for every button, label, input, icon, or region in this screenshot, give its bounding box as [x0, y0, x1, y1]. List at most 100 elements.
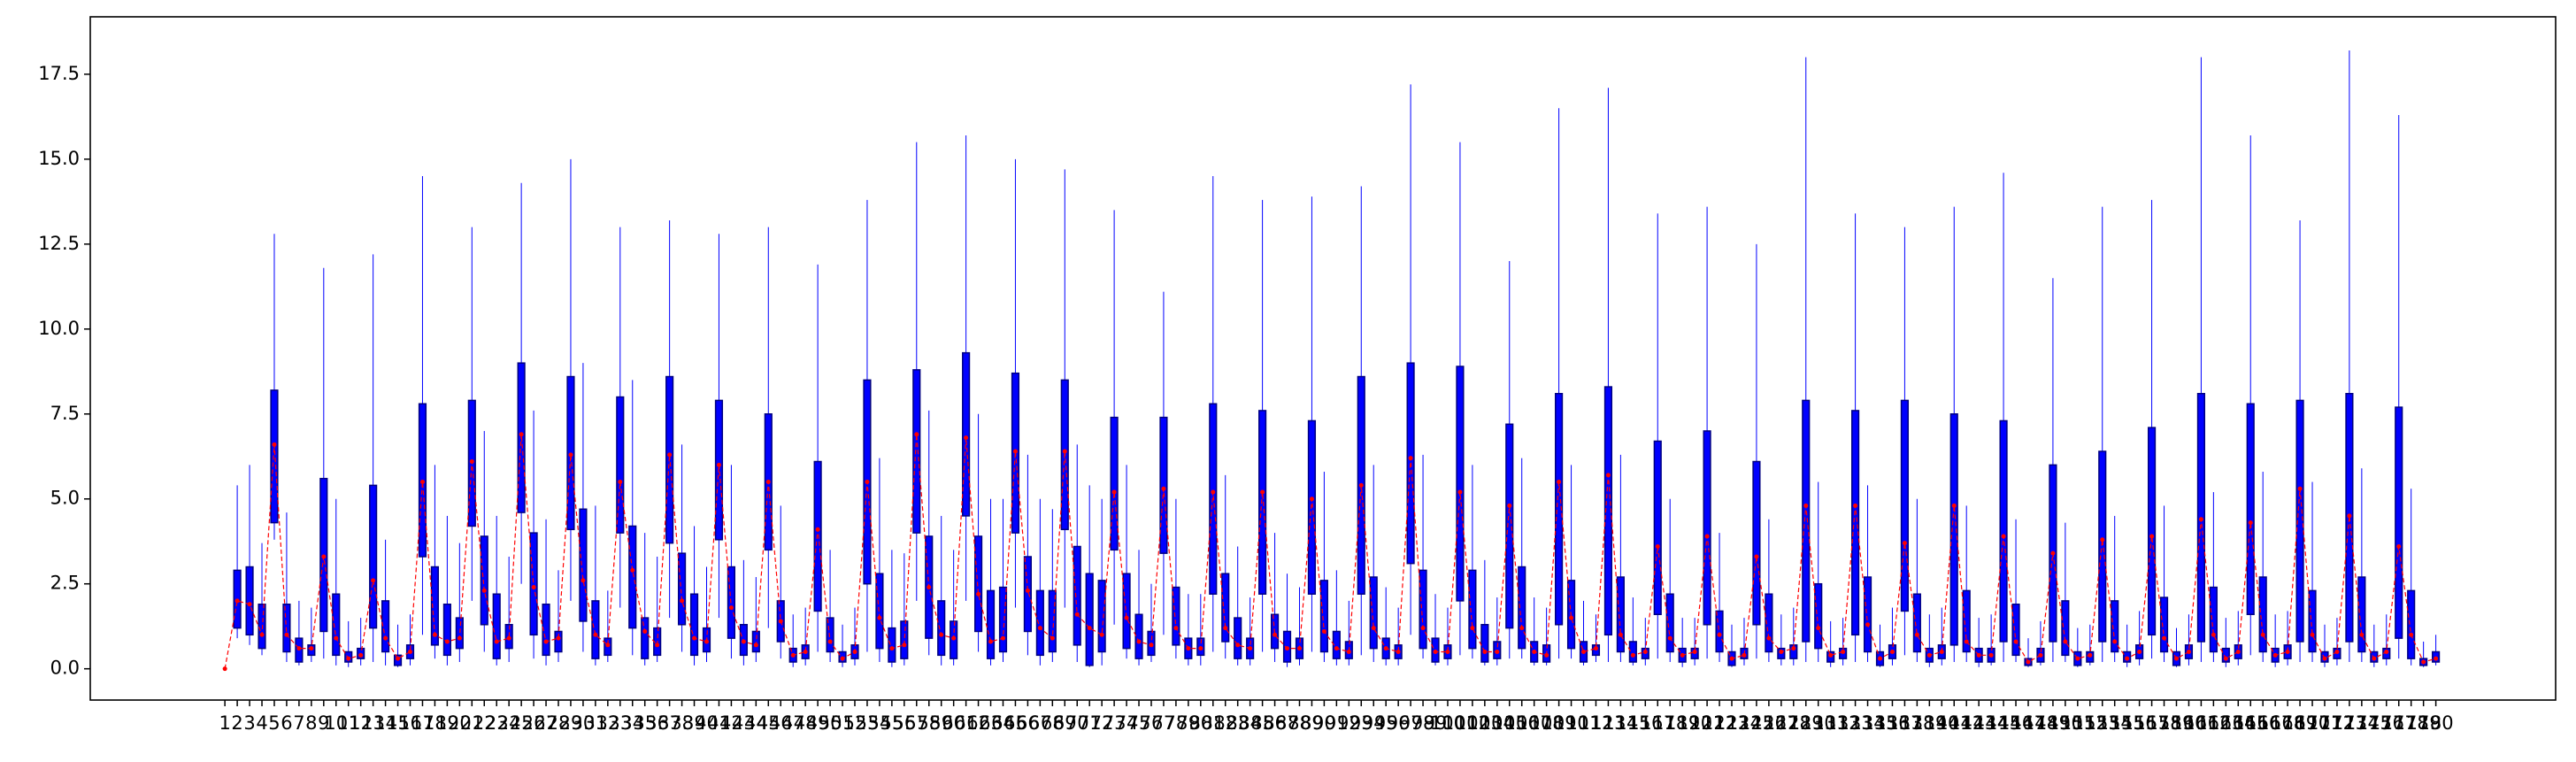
box [2407, 589, 2416, 659]
box [813, 460, 822, 612]
box [1332, 630, 1341, 659]
x-tick-label: 73 [1103, 712, 1127, 734]
box [1023, 556, 1032, 633]
x-tick-label: 139 [1911, 712, 1947, 734]
x-tick-label: 104 [1480, 712, 1515, 734]
x-tick-label: 82 [1213, 712, 1237, 734]
x-tick-label: 153 [2085, 712, 2120, 734]
x-tick-label: 60 [942, 712, 965, 734]
median-dot [605, 643, 611, 648]
box [888, 627, 896, 663]
x-tick-label: 107 [1517, 712, 1552, 734]
x-tick-label: 68 [1041, 712, 1065, 734]
box [973, 535, 983, 633]
x-tick-label: 26 [522, 712, 546, 734]
median-dot [1569, 615, 1574, 620]
x-tick-label: 34 [620, 712, 644, 734]
median-dot [1025, 588, 1030, 593]
x-tick-label: 70 [1065, 712, 1089, 734]
box [1863, 576, 1872, 653]
x-tick-label: 161 [2183, 712, 2218, 734]
x-tick-label: 88 [1288, 712, 1311, 734]
box [641, 617, 650, 659]
box [1616, 576, 1625, 653]
box [1456, 366, 1465, 602]
box [2395, 406, 2403, 639]
box [1802, 399, 1811, 643]
x-tick-label: 22 [473, 712, 496, 734]
x-tick-label: 145 [1986, 712, 2021, 734]
box [1073, 545, 1081, 646]
x-tick-label: 25 [510, 712, 534, 734]
median-dot [667, 452, 673, 458]
x-tick-label: 171 [2307, 712, 2342, 734]
box [455, 617, 464, 650]
box [1715, 610, 1724, 653]
x-tick-label: 74 [1115, 712, 1139, 734]
median-dot [556, 635, 561, 641]
box [2159, 597, 2169, 653]
x-tick-label: 85 [1250, 712, 1274, 734]
box [529, 532, 538, 636]
x-tick-label: 120 [1677, 712, 1712, 734]
x-tick-label: 169 [2282, 712, 2318, 734]
box [1468, 569, 1477, 650]
x-tick-label: 158 [2146, 712, 2181, 734]
box [1653, 440, 1662, 616]
median-dot [1062, 449, 1067, 454]
box [1085, 573, 1094, 666]
x-tick-label: 50 [819, 712, 842, 734]
box [1518, 566, 1526, 650]
box [1134, 613, 1143, 659]
x-tick-label: 48 [794, 712, 818, 734]
x-tick-label: 131 [1813, 712, 1849, 734]
box [542, 603, 550, 657]
median-dot [976, 591, 981, 597]
box [1097, 580, 1106, 653]
x-tick-label: 17 [411, 712, 434, 734]
x-tick-label: 77 [1152, 712, 1176, 734]
median-dot [593, 632, 598, 637]
box [1209, 403, 1218, 595]
median-dot [568, 452, 573, 458]
x-tick-label: 89 [1300, 712, 1324, 734]
x-tick-label: 118 [1652, 712, 1688, 734]
x-tick-label: 146 [1998, 712, 2034, 734]
x-tick-label: 167 [2257, 712, 2293, 734]
x-tick-label: 116 [1627, 712, 1663, 734]
median-dot [1012, 449, 1018, 454]
box [1900, 399, 1910, 612]
box [492, 593, 501, 659]
box [751, 630, 760, 653]
x-tick-label: 53 [856, 712, 880, 734]
x-tick-label: 130 [1801, 712, 1836, 734]
x-tick-label: 76 [1140, 712, 1164, 734]
x-tick-label: 56 [892, 712, 916, 734]
x-tick-label: 109 [1542, 712, 1577, 734]
box [554, 630, 563, 653]
x-tick-label: 138 [1899, 712, 1934, 734]
box [1949, 413, 1958, 646]
box [270, 389, 279, 524]
x-tick-label: 160 [2171, 712, 2206, 734]
box [1999, 419, 2008, 643]
x-tick-label: 83 [1226, 712, 1250, 734]
x-tick-label: 106 [1504, 712, 1540, 734]
median-dot [2359, 632, 2365, 637]
x-tick-label: 129 [1788, 712, 1824, 734]
box [1752, 460, 1761, 626]
x-tick-label: 174 [2344, 712, 2380, 734]
box [900, 620, 909, 659]
box [2098, 450, 2107, 643]
median-dot [581, 578, 586, 583]
x-tick-label: 148 [2023, 712, 2058, 734]
y-tick-label: 5.0 [50, 488, 80, 509]
x-tick-label: 1 [219, 712, 230, 734]
x-tick-label: 175 [2357, 712, 2392, 734]
box [1221, 573, 1230, 643]
x-tick-label: 69 [1053, 712, 1077, 734]
x-tick-label: 91 [1325, 712, 1349, 734]
median-dot [2285, 649, 2290, 654]
box [1665, 593, 1674, 653]
box [912, 369, 921, 534]
